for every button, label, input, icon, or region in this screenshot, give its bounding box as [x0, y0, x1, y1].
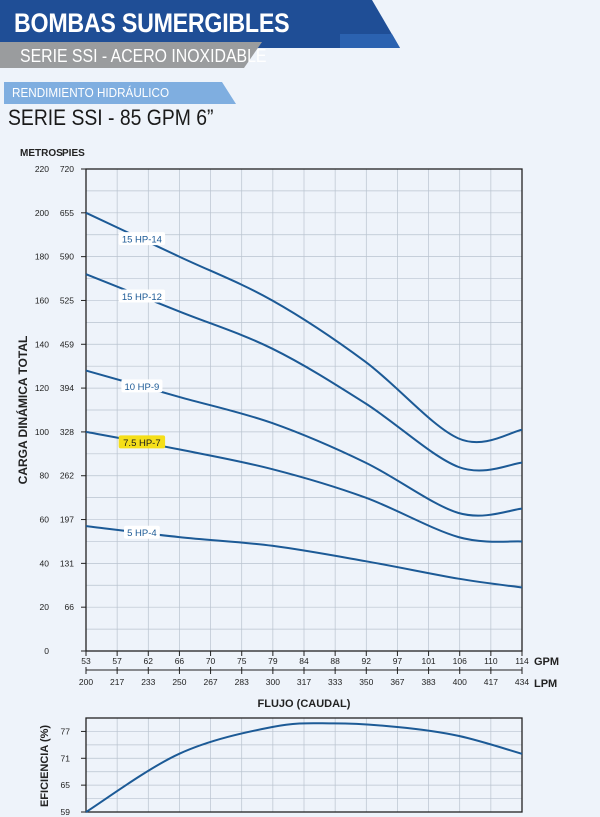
series-line: [85, 211, 523, 444]
page-title: BOMBAS SUMERGIBLES: [14, 8, 290, 38]
x-tick-label-lpm: 417: [484, 677, 498, 687]
main-chart-labels: 15 HP-14 15 HP-12 10 HP-9 7.5 HP-7 5 HP-4: [118, 232, 166, 539]
y-tick-label-metros: 80: [40, 471, 50, 481]
x-tick-label-lpm: 250: [172, 677, 186, 687]
x-unit-lpm: LPM: [534, 678, 557, 690]
y-tick-label-pies: 328: [60, 427, 74, 437]
y-tick-label: 59: [61, 807, 71, 817]
series-label: 15 HP-14: [122, 235, 162, 246]
section-banner-shape: [4, 82, 236, 104]
y-tick-label: 71: [61, 753, 71, 763]
y-tick-label-pies: 394: [60, 383, 74, 393]
y-tick-label-metros: 180: [35, 252, 49, 262]
x-tick-label-lpm: 367: [390, 677, 404, 687]
x-tick-label-lpm: 400: [453, 677, 467, 687]
title-banner-accent: [340, 34, 400, 48]
y-tick-label-metros: 100: [35, 427, 49, 437]
y-tick-label-pies: 262: [60, 471, 74, 481]
y-tick-label: 65: [61, 780, 71, 790]
series-line: [85, 430, 523, 543]
x-tick-label-lpm: 333: [328, 677, 342, 687]
subtitle-banner-shape: [0, 42, 262, 68]
y-tick-label: 77: [61, 726, 71, 736]
y-tick-label-metros: 220: [35, 164, 49, 174]
x-tick-label-gpm: 106: [453, 656, 467, 666]
y-tick-label-pies: 590: [60, 252, 74, 262]
page-subtitle: SERIE SSI - ACERO INOXIDABLE: [20, 46, 267, 66]
efficiency-axis-title: EFICIENCIA (%): [39, 725, 51, 807]
x-unit-gpm: GPM: [534, 656, 559, 668]
x-tick-label-gpm: 114: [515, 656, 529, 666]
y-tick-label-metros: 200: [35, 208, 49, 218]
x-tick-label-lpm: 300: [266, 677, 280, 687]
y-tick-label-pies: 525: [60, 295, 74, 305]
y-tick-label-metros: 20: [40, 602, 50, 612]
section-label: RENDIMIENTO HIDRÁULICO: [12, 85, 170, 100]
x-tick-label-lpm: 434: [515, 677, 529, 687]
y-tick-label-pies: 66: [65, 602, 75, 612]
y-tick-label-metros: 160: [35, 295, 49, 305]
x-axis-title: FLUJO (CAUDAL): [258, 698, 351, 710]
y-tick-label-metros: 40: [40, 558, 50, 568]
y-tick-label-metros: 120: [35, 383, 49, 393]
x-tick-label-gpm: 88: [330, 656, 340, 666]
x-tick-label-lpm: 217: [110, 677, 124, 687]
efficiency-chart-series: [85, 722, 523, 813]
series-line: [85, 273, 523, 472]
series-label-background: [118, 289, 166, 303]
y-axis-title: CARGA DINÁMICA TOTAL: [15, 336, 30, 485]
series-label: 15 HP-12: [122, 292, 162, 303]
x-tick-label-lpm: 383: [421, 677, 435, 687]
y-unit-metros: METROS: [20, 148, 63, 159]
y-tick-label-pies: 459: [60, 339, 74, 349]
x-tick-label-gpm: 66: [175, 656, 185, 666]
x-tick-label-gpm: 75: [237, 656, 247, 666]
x-tick-label-gpm: 92: [362, 656, 372, 666]
x-tick-label-gpm: 84: [299, 656, 309, 666]
x-tick-label-gpm: 79: [268, 656, 278, 666]
efficiency-chart-grid: [86, 718, 522, 812]
series-label-highlight: [118, 435, 166, 449]
x-tick-label-gpm: 97: [393, 656, 403, 666]
series-label-background: [121, 379, 163, 393]
series-line: [85, 525, 523, 589]
x-tick-label-lpm: 200: [79, 677, 93, 687]
series-line: [85, 369, 523, 517]
series-label: 5 HP-4: [127, 528, 157, 539]
header-banners: [0, 0, 400, 104]
y-tick-label-metros: 140: [35, 339, 49, 349]
x-tick-label-gpm: 110: [484, 656, 498, 666]
efficiency-chart-axes: 77 71 65 59: [61, 726, 86, 817]
title-banner-shape: [0, 0, 400, 48]
x-tick-label-lpm: 350: [359, 677, 373, 687]
efficiency-chart: 77 71 65 59 EFICIENCIA (%): [39, 717, 523, 817]
x-tick-label-gpm: 57: [112, 656, 122, 666]
y-tick-label-metros: 0: [44, 646, 49, 656]
y-tick-label-pies: 131: [60, 558, 74, 568]
efficiency-line: [85, 722, 523, 813]
series-label-background: [123, 525, 160, 539]
x-tick-label-gpm: 62: [144, 656, 154, 666]
main-chart-series: [85, 211, 523, 589]
series-title: SERIE SSI - 85 GPM 6”: [8, 105, 214, 130]
y-unit-pies: PIES: [62, 148, 85, 159]
y-tick-label-pies: 197: [60, 515, 74, 525]
x-tick-label-lpm: 267: [203, 677, 217, 687]
y-tick-label-pies: 655: [60, 208, 74, 218]
efficiency-plot-frame: [85, 717, 523, 813]
series-label-background: [118, 232, 166, 246]
x-tick-label-gpm: 70: [206, 656, 216, 666]
y-tick-label-metros: 60: [40, 515, 50, 525]
series-label: 10 HP-9: [124, 382, 159, 393]
y-tick-label-pies: 720: [60, 164, 74, 174]
x-tick-label-gpm: 101: [421, 656, 435, 666]
x-tick-label-gpm: 53: [81, 656, 91, 666]
x-tick-label-lpm: 283: [235, 677, 249, 687]
x-tick-label-lpm: 233: [141, 677, 155, 687]
series-label: 7.5 HP-7: [123, 438, 161, 449]
x-tick-label-lpm: 317: [297, 677, 311, 687]
